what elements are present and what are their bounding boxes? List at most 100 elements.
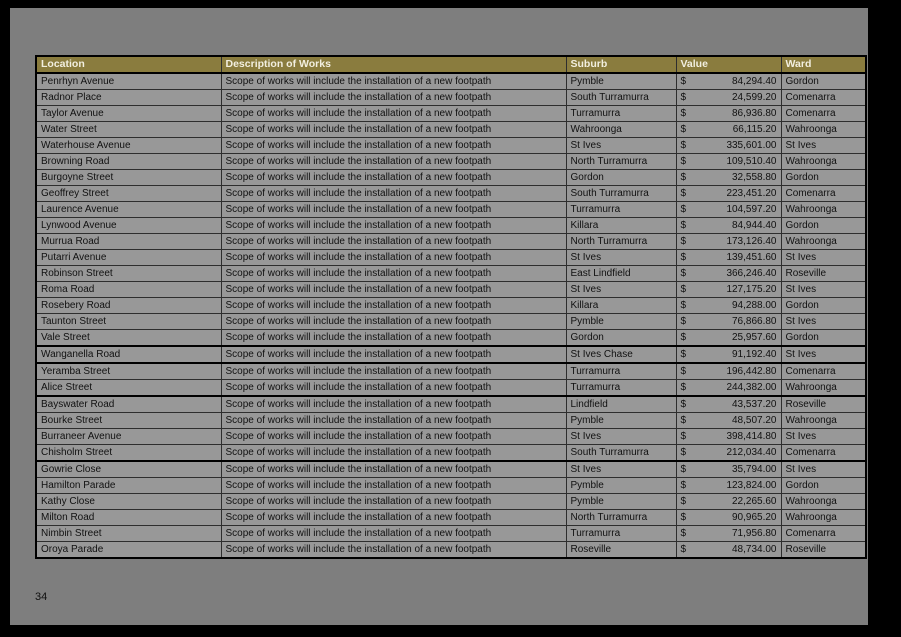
currency-symbol: $ — [680, 366, 687, 377]
currency-symbol: $ — [680, 399, 687, 410]
table-row: Laurence Avenue Scope of works will inclu… — [35, 201, 867, 218]
cell-description: Scope of works will include the installa… — [220, 233, 567, 250]
cell-ward: Roseville — [780, 541, 867, 559]
currency-symbol: $ — [680, 188, 687, 199]
cell-ward: St Ives — [780, 313, 867, 330]
column-header-ward: Ward — [780, 55, 867, 74]
amount: 104,597.20 — [726, 204, 777, 215]
table-header: Location Description of Works Suburb Value W… — [35, 55, 867, 74]
cell-location: Yeramba Street — [35, 362, 222, 380]
amount: 32,558.80 — [732, 172, 777, 183]
amount: 335,601.00 — [726, 140, 777, 151]
cell-suburb: St Ives — [565, 460, 677, 478]
header-row: Location Description of Works Suburb Value W… — [35, 55, 867, 74]
cell-suburb: Lindfield — [565, 395, 677, 413]
cell-suburb: North Turramurra — [565, 233, 677, 250]
amount: 223,451.20 — [726, 188, 777, 199]
cell-value: $71,956.80 — [675, 525, 782, 542]
cell-description: Scope of works will include the installa… — [220, 428, 567, 445]
cell-description: Scope of works will include the installa… — [220, 249, 567, 266]
cell-location: Alice Street — [35, 379, 222, 397]
cell-ward: Comenarra — [780, 362, 867, 380]
cell-value: $366,246.40 — [675, 265, 782, 282]
cell-description: Scope of works will include the installa… — [220, 265, 567, 282]
currency-symbol: $ — [680, 108, 687, 119]
cell-location: Milton Road — [35, 509, 222, 526]
currency-symbol: $ — [680, 544, 687, 555]
cell-suburb: East Lindfield — [565, 265, 677, 282]
cell-suburb: Turramurra — [565, 525, 677, 542]
cell-ward: St Ives — [780, 345, 867, 364]
cell-location: Browning Road — [35, 153, 222, 170]
amount: 84,944.40 — [732, 220, 777, 231]
cell-location: Gowrie Close — [35, 460, 222, 478]
document-page: Location Description of Works Suburb Value W… — [10, 8, 868, 625]
currency-symbol: $ — [680, 431, 687, 442]
cell-suburb: Turramurra — [565, 379, 677, 397]
page-number: 34 — [35, 591, 48, 603]
cell-suburb: Pymble — [565, 412, 677, 429]
table-row: Chisholm Street Scope of works will inclu… — [35, 444, 867, 462]
currency-symbol: $ — [680, 496, 687, 507]
cell-location: Rosebery Road — [35, 297, 222, 314]
cell-description: Scope of works will include the installa… — [220, 362, 567, 380]
cell-suburb: Pymble — [565, 493, 677, 510]
currency-symbol: $ — [680, 156, 687, 167]
cell-ward: Comenarra — [780, 444, 867, 462]
cell-description: Scope of works will include the installa… — [220, 329, 567, 347]
cell-value: $66,115.20 — [675, 121, 782, 138]
currency-symbol: $ — [680, 284, 687, 295]
cell-suburb: Pymble — [565, 477, 677, 494]
amount: 48,734.00 — [732, 544, 777, 555]
currency-symbol: $ — [680, 464, 687, 475]
cell-value: $43,537.20 — [675, 395, 782, 413]
cell-value: $109,510.40 — [675, 153, 782, 170]
column-header-description: Description of Works — [220, 55, 567, 74]
table-row: Browning Road Scope of works will include… — [35, 153, 867, 170]
cell-value: $35,794.00 — [675, 460, 782, 478]
cell-ward: Comenarra — [780, 185, 867, 202]
cell-value: $22,265.60 — [675, 493, 782, 510]
cell-description: Scope of works will include the installa… — [220, 137, 567, 154]
cell-location: Putarri Avenue — [35, 249, 222, 266]
cell-ward: Wahroonga — [780, 509, 867, 526]
cell-description: Scope of works will include the installa… — [220, 541, 567, 559]
cell-value: $48,507.20 — [675, 412, 782, 429]
column-header-suburb: Suburb — [565, 55, 677, 74]
column-header-value: Value — [675, 55, 782, 74]
cell-ward: Gordon — [780, 217, 867, 234]
table-row: Roma Road Scope of works will include the… — [35, 281, 867, 298]
amount: 139,451.60 — [726, 252, 777, 263]
currency-symbol: $ — [680, 252, 687, 263]
cell-location: Taunton Street — [35, 313, 222, 330]
cell-value: $48,734.00 — [675, 541, 782, 559]
cell-value: $223,451.20 — [675, 185, 782, 202]
cell-suburb: Killara — [565, 217, 677, 234]
cell-ward: Gordon — [780, 297, 867, 314]
cell-description: Scope of works will include the installa… — [220, 121, 567, 138]
cell-value: $196,442.80 — [675, 362, 782, 380]
amount: 173,126.40 — [726, 236, 777, 247]
cell-description: Scope of works will include the installa… — [220, 153, 567, 170]
cell-location: Oroya Parade — [35, 541, 222, 559]
currency-symbol: $ — [680, 220, 687, 231]
cell-ward: Wahroonga — [780, 153, 867, 170]
cell-location: Penrhyn Avenue — [35, 72, 222, 90]
table-row: Bayswater Road Scope of works will includ… — [35, 395, 867, 413]
cell-location: Murrua Road — [35, 233, 222, 250]
cell-suburb: Turramurra — [565, 362, 677, 380]
column-header-location: Location — [35, 55, 222, 74]
cell-suburb: South Turramurra — [565, 185, 677, 202]
cell-location: Bourke Street — [35, 412, 222, 429]
cell-ward: Wahroonga — [780, 201, 867, 218]
cell-location: Bayswater Road — [35, 395, 222, 413]
table-row: Waterhouse Avenue Scope of works will inc… — [35, 137, 867, 154]
cell-ward: Roseville — [780, 395, 867, 413]
cell-location: Chisholm Street — [35, 444, 222, 462]
table-row: Vale Street Scope of works will include t… — [35, 329, 867, 347]
table-row: Gowrie Close Scope of works will include … — [35, 460, 867, 478]
cell-location: Radnor Place — [35, 89, 222, 106]
currency-symbol: $ — [680, 140, 687, 151]
table-row: Nimbin Street Scope of works will include… — [35, 525, 867, 542]
cell-suburb: Killara — [565, 297, 677, 314]
